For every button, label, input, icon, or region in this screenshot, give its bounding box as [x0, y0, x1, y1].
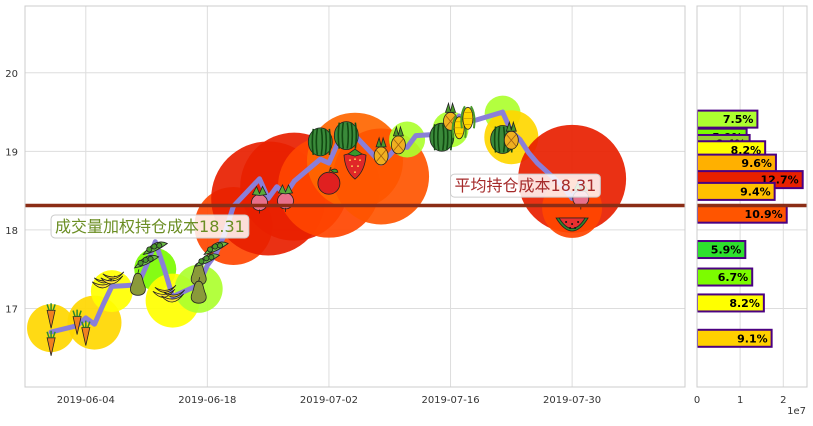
annotation-box	[50, 214, 250, 239]
side-offset-label: 1e7	[787, 406, 806, 417]
side-bar-label: 9.4%	[740, 185, 771, 198]
x-tick-label: 2019-07-02	[300, 395, 358, 406]
fruit-marker-pineapple	[503, 120, 519, 150]
side-bar	[697, 181, 776, 201]
side-bar	[697, 328, 773, 348]
fruit-marker-banana	[152, 285, 177, 298]
fruit-marker-pear	[190, 277, 207, 304]
fruit-marker-watermelon	[333, 121, 359, 151]
side-bar-label: 8.2%	[729, 297, 760, 310]
fruit-marker-carrot	[46, 330, 56, 356]
y-tick-label: 20	[5, 69, 18, 80]
fruit-marker-peapod	[203, 241, 229, 256]
side-bar-label: 10.9%	[745, 208, 783, 221]
main-tick-labels: 2019-06-04 2019-06-18 2019-07-02 2019-07-16…	[5, 69, 601, 406]
x-tick-label: 2019-06-04	[57, 395, 115, 406]
side-x-tick-label: 2	[780, 395, 786, 406]
annotation-0: 成交量加权持仓成本18.31	[50, 214, 250, 239]
annotation-text: 平均持仓成本18.31	[455, 176, 597, 195]
side-bar-label: 5.9%	[711, 244, 742, 257]
side-x-tick-label: 0	[694, 395, 700, 406]
side-tick-labels: 0 1 2	[694, 395, 787, 406]
annotations: 成交量加权持仓成本18.31 平均持仓成本18.31	[50, 173, 601, 239]
side-bar	[697, 109, 759, 129]
fruit-marker-carrot	[72, 309, 82, 335]
side-bar-label: 7.5%	[723, 113, 754, 126]
side-x-tick-label: 1	[737, 395, 743, 406]
fruit-marker-banana	[161, 289, 185, 303]
fruit-marker-peapod	[142, 241, 169, 256]
annotation-text: 成交量加权持仓成本18.31	[55, 217, 245, 236]
fruit-marker-watermelon_slice	[555, 217, 589, 232]
fruit-markers	[46, 101, 590, 356]
side-bar	[697, 293, 765, 313]
fruit-marker-strawberry	[343, 148, 367, 180]
annotation-box	[450, 173, 601, 198]
side-bars: 7.5%5.9%6.4%8.2%9.6%12.7%9.4%10.9%5.9%6.…	[697, 109, 804, 348]
side-bar	[697, 240, 747, 260]
fruit-marker-pear	[130, 269, 146, 296]
y-tick-label: 17	[5, 304, 18, 315]
side-bar-label: 6.7%	[718, 271, 749, 284]
side-bar-label: 8.2%	[731, 144, 762, 157]
side-bar-label: 9.6%	[741, 157, 772, 170]
x-tick-label: 2019-07-16	[421, 395, 479, 406]
x-tick-label: 2019-07-30	[543, 395, 601, 406]
fruit-marker-pineapple	[390, 125, 406, 155]
side-bar	[697, 267, 754, 287]
fruit-marker-banana	[91, 275, 116, 289]
side-frame	[696, 5, 808, 388]
x-tick-label: 2019-06-18	[178, 395, 236, 406]
fruit-marker-apple	[317, 166, 341, 195]
fruit-marker-corn	[460, 105, 476, 130]
y-tick-label: 18	[5, 226, 18, 237]
annotation-1: 平均持仓成本18.31	[450, 173, 601, 198]
fruit-marker-banana	[100, 271, 125, 285]
side-bar-label: 9.1%	[737, 332, 768, 345]
y-tick-label: 19	[5, 147, 18, 158]
fruit-marker-watermelon	[307, 127, 333, 157]
fruit-marker-peapod	[194, 253, 221, 267]
fruit-marker-carrot	[46, 303, 56, 329]
fruit-marker-peapod	[133, 254, 160, 269]
axes-frames	[24, 5, 808, 388]
fruit-marker-carrot	[81, 320, 91, 346]
main-frame	[24, 5, 686, 388]
fruit-marker-pineapple	[373, 136, 389, 166]
